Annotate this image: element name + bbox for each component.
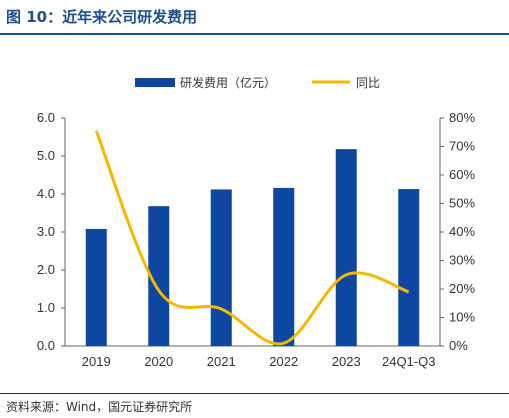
y-left-tick-label: 0.0	[37, 338, 55, 353]
y-left-tick-label: 2.0	[37, 262, 55, 277]
y-right-tick-label: 10%	[449, 310, 475, 325]
bar	[273, 187, 295, 346]
bar	[210, 189, 232, 346]
title-divider	[0, 33, 509, 35]
y-right-tick-label: 40%	[449, 224, 475, 239]
y-right-tick-label: 20%	[449, 281, 475, 296]
bar	[85, 228, 107, 346]
chart: 0.0 1.0 2.0 3.0 4.0 5.0 6.0 0% 10% 20% 30% 40% 50% 60…	[37, 75, 476, 369]
source-note: 资料来源：Wind，国元证券研究所	[6, 400, 193, 414]
y-left-tick-label: 1.0	[37, 300, 55, 315]
figure-title: 图 10：近年来公司研发费用	[6, 8, 198, 26]
y-left-tick-label: 3.0	[37, 224, 55, 239]
x-tick-label: 2021	[207, 354, 236, 369]
footer-divider	[0, 393, 509, 394]
y-left-tick-label: 6.0	[37, 110, 55, 125]
y-left-tick-label: 4.0	[37, 186, 55, 201]
y-right-tick-label: 70%	[449, 139, 475, 154]
legend-swatch-bar	[135, 78, 175, 87]
bar	[398, 189, 420, 346]
legend-label-bar: 研发费用（亿元）	[180, 75, 276, 90]
y-right-tick-label: 50%	[449, 196, 475, 211]
x-tick-label: 2022	[269, 354, 298, 369]
legend-label-line: 同比	[356, 76, 380, 90]
x-tick-label: 2023	[332, 354, 361, 369]
tick-labels: 0.0 1.0 2.0 3.0 4.0 5.0 6.0 0% 10% 20% 30% 40% 50% 60…	[37, 110, 476, 369]
y-left-tick-label: 5.0	[37, 148, 55, 163]
line-series	[94, 130, 410, 346]
yoy-line	[94, 130, 410, 346]
bar-series	[85, 149, 420, 346]
x-tick-label: 2019	[82, 354, 111, 369]
bar	[335, 149, 357, 346]
y-right-tick-label: 30%	[449, 253, 475, 268]
x-tick-label: 2020	[144, 354, 173, 369]
legend: 研发费用（亿元） 同比	[135, 75, 380, 90]
bar	[148, 206, 170, 346]
y-right-tick-label: 80%	[449, 110, 475, 125]
x-tick-label: 24Q1-Q3	[382, 354, 435, 369]
y-right-tick-label: 60%	[449, 167, 475, 182]
y-right-tick-label: 0%	[449, 338, 468, 353]
chart-axes	[61, 117, 444, 347]
